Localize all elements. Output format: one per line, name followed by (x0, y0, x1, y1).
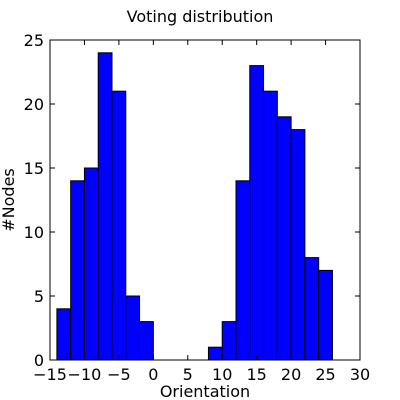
histogram-bar (207, 346, 223, 361)
x-tick-label: 25 (315, 365, 335, 384)
bars-group (56, 52, 333, 361)
histogram-bar (318, 269, 333, 361)
plot-frame (49, 39, 361, 361)
x-tick-label: 15 (246, 365, 266, 384)
histogram-bar (235, 180, 251, 361)
histogram-bar (111, 90, 127, 361)
y-tick-label: 15 (24, 159, 44, 178)
histogram-bar (97, 52, 113, 361)
x-tick-label: 0 (148, 365, 158, 384)
y-axis-label: #Nodes (0, 168, 18, 232)
histogram-bar (304, 257, 320, 361)
y-tick-label: 0 (34, 351, 44, 370)
x-tick-label: −10 (68, 365, 102, 384)
x-tick-label: −15 (33, 365, 67, 384)
y-tick-label: 20 (24, 95, 44, 114)
x-tick-label: 10 (212, 365, 232, 384)
x-tick-label: 5 (183, 365, 193, 384)
ticks-group: −15 −10 −5 0 5 10 15 20 25 30 0 5 10 15 20 25 (24, 31, 371, 384)
y-tick-label: 10 (24, 223, 44, 242)
x-tick-label: 20 (281, 365, 301, 384)
chart-title: Voting distribution (127, 7, 274, 26)
x-tick-label: −5 (107, 365, 131, 384)
histogram-bar (290, 129, 306, 361)
histogram-bar (221, 321, 237, 361)
x-axis-label: Orientation (160, 382, 250, 400)
y-tick-label: 25 (24, 31, 44, 50)
histogram-bar (125, 295, 141, 361)
histogram-bar (249, 65, 265, 361)
histogram-bar (70, 180, 85, 361)
histogram-bar (56, 308, 72, 361)
histogram-bar (263, 90, 278, 361)
y-tick-label: 5 (34, 287, 44, 306)
histogram-bar (139, 321, 154, 361)
histogram-bar (83, 167, 99, 361)
histogram-bar (276, 116, 292, 361)
x-tick-label: 30 (350, 365, 370, 384)
